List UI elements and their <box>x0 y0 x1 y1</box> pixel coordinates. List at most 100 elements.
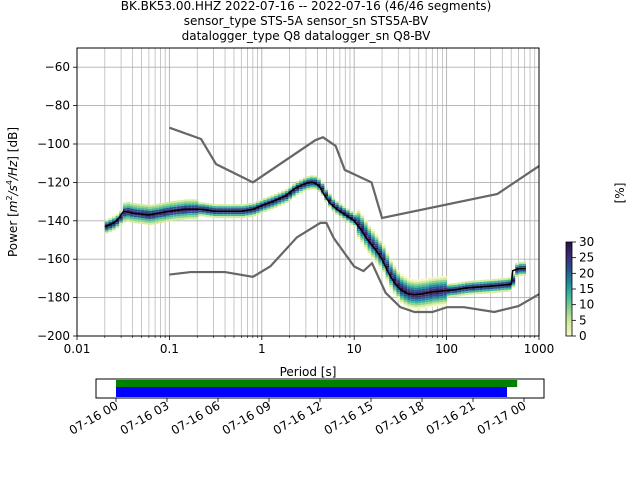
density-cell <box>187 207 192 210</box>
density-cell <box>115 220 120 223</box>
y-tick-label: −140 <box>37 214 70 228</box>
density-cell <box>364 245 368 248</box>
density-cell <box>511 279 516 282</box>
density-cell <box>439 280 444 283</box>
density-cell <box>158 221 163 224</box>
density-cell <box>324 190 329 193</box>
density-cell <box>184 211 188 214</box>
density-cell <box>479 291 483 294</box>
density-cell <box>292 191 296 194</box>
density-cell <box>252 210 257 213</box>
density-cell <box>328 193 332 196</box>
density-cell <box>407 300 411 303</box>
density-cell <box>288 194 293 197</box>
density-cell <box>364 239 368 242</box>
density-cell <box>112 224 116 227</box>
density-cell <box>346 208 350 211</box>
density-cell <box>349 222 354 225</box>
density-cell <box>119 218 123 221</box>
density-cell <box>209 207 213 210</box>
density-cell <box>425 284 429 287</box>
density-cell <box>421 290 426 293</box>
density-cell <box>302 179 307 182</box>
density-cell <box>148 206 152 209</box>
density-cell <box>367 252 372 255</box>
density-cell <box>259 203 264 206</box>
density-cell <box>436 276 440 279</box>
density-cell <box>353 217 357 220</box>
density-cell <box>144 210 149 213</box>
density-cell <box>137 205 141 208</box>
density-cell <box>428 295 433 298</box>
density-cell <box>104 221 109 224</box>
density-cell <box>356 215 361 218</box>
density-cell <box>360 233 365 236</box>
density-cell <box>112 216 116 219</box>
density-cell <box>400 273 404 276</box>
density-cell <box>346 218 350 221</box>
density-cell <box>371 229 375 232</box>
density-cell <box>468 288 473 291</box>
density-cell <box>374 245 379 248</box>
density-cell <box>436 288 440 291</box>
density-cell <box>396 274 401 277</box>
density-cell <box>428 289 433 292</box>
density-cell <box>425 298 429 301</box>
density-cell <box>126 203 131 206</box>
density-cell <box>299 183 303 186</box>
density-cell <box>364 231 368 234</box>
density-cell <box>364 219 368 222</box>
density-cell <box>122 208 127 211</box>
density-cell <box>331 203 336 206</box>
density-cell <box>202 206 206 209</box>
density-cell <box>173 212 177 215</box>
density-cell <box>310 179 314 182</box>
density-cell <box>126 219 131 222</box>
density-cell <box>281 202 285 205</box>
density-cell <box>403 300 408 303</box>
density-cell <box>428 279 433 282</box>
density-cell <box>464 285 469 288</box>
density-cell <box>371 235 375 238</box>
density-cell <box>191 217 195 220</box>
density-cell <box>241 206 246 209</box>
density-cell <box>374 235 379 238</box>
density-cell <box>443 287 447 290</box>
density-cell <box>439 292 444 295</box>
density-cell <box>436 296 440 299</box>
density-cell <box>144 206 149 209</box>
density-cell <box>511 281 516 284</box>
density-cell <box>443 283 447 286</box>
density-cell <box>389 287 393 290</box>
y-tick-label: −120 <box>37 175 70 189</box>
density-cell <box>439 304 444 307</box>
density-cell <box>274 203 278 206</box>
density-cell <box>335 210 339 213</box>
density-cell <box>227 214 231 217</box>
density-cell <box>342 206 347 209</box>
density-cell <box>407 286 411 289</box>
density-cell <box>418 281 422 284</box>
y-tick-label: −160 <box>37 252 70 266</box>
density-cell <box>403 282 408 285</box>
density-cell <box>220 214 224 217</box>
density-cell <box>202 214 206 217</box>
density-cell <box>421 302 426 305</box>
density-cell <box>497 278 501 281</box>
density-cell <box>209 205 213 208</box>
density-cell <box>112 218 116 221</box>
density-cell <box>202 210 206 213</box>
density-cell <box>158 203 163 206</box>
time-tick-label: 07-16 12 <box>271 398 325 437</box>
density-cell <box>504 289 509 292</box>
density-cell <box>356 221 361 224</box>
density-cell <box>317 179 321 182</box>
density-cell <box>382 258 386 261</box>
density-cell <box>137 215 141 218</box>
density-cell <box>281 194 285 197</box>
density-cell <box>295 192 300 195</box>
density-cell <box>468 282 473 285</box>
density-cell <box>482 289 487 292</box>
density-cell <box>248 214 253 217</box>
density-cell <box>493 288 498 291</box>
